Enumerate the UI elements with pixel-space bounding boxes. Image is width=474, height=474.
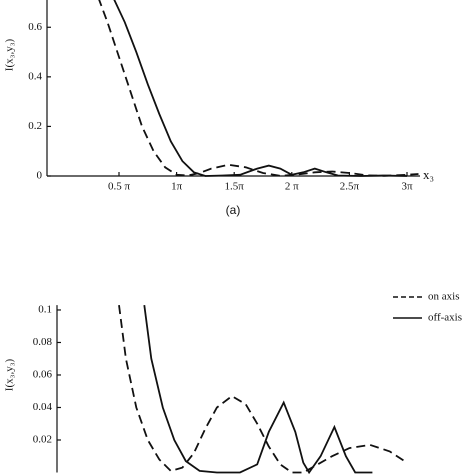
y-axis-label: I(x₃,y₃): [4, 358, 16, 391]
x-tick-label: 3π: [401, 181, 413, 193]
y-tick-label: 0.08: [33, 336, 53, 348]
y-tick-label: 0.4: [28, 70, 42, 82]
legend-label: off-axis: [428, 312, 462, 324]
plot-area: [118, 304, 408, 474]
x-tick-label: 1π: [171, 181, 183, 193]
y-tick-label: 0.2: [28, 120, 42, 132]
caption: (a): [226, 203, 241, 217]
x-tick-label: 0.5 π: [108, 181, 131, 193]
x-axis-label: x₃: [423, 167, 434, 182]
y-tick-label: 0.6: [28, 21, 42, 33]
y-tick-label: 0.04: [33, 401, 53, 413]
x-tick-label: 2.5π: [340, 181, 360, 193]
curve: [113, 0, 408, 177]
curve: [143, 304, 373, 474]
curve: [118, 304, 408, 474]
y-tick-label: 0.02: [33, 434, 52, 446]
curve: [98, 0, 419, 177]
y-tick-label: 0: [37, 170, 43, 182]
x-tick-label: 1.5π: [225, 181, 245, 193]
legend-label: on axis: [428, 291, 459, 303]
x-tick-label: 2 π: [285, 181, 299, 193]
y-tick-label: 0.06: [33, 369, 53, 381]
y-axis-label: I(x₃,y₃): [4, 38, 16, 71]
plot-area: [98, 0, 419, 177]
y-tick-label: 0.1: [38, 304, 52, 316]
